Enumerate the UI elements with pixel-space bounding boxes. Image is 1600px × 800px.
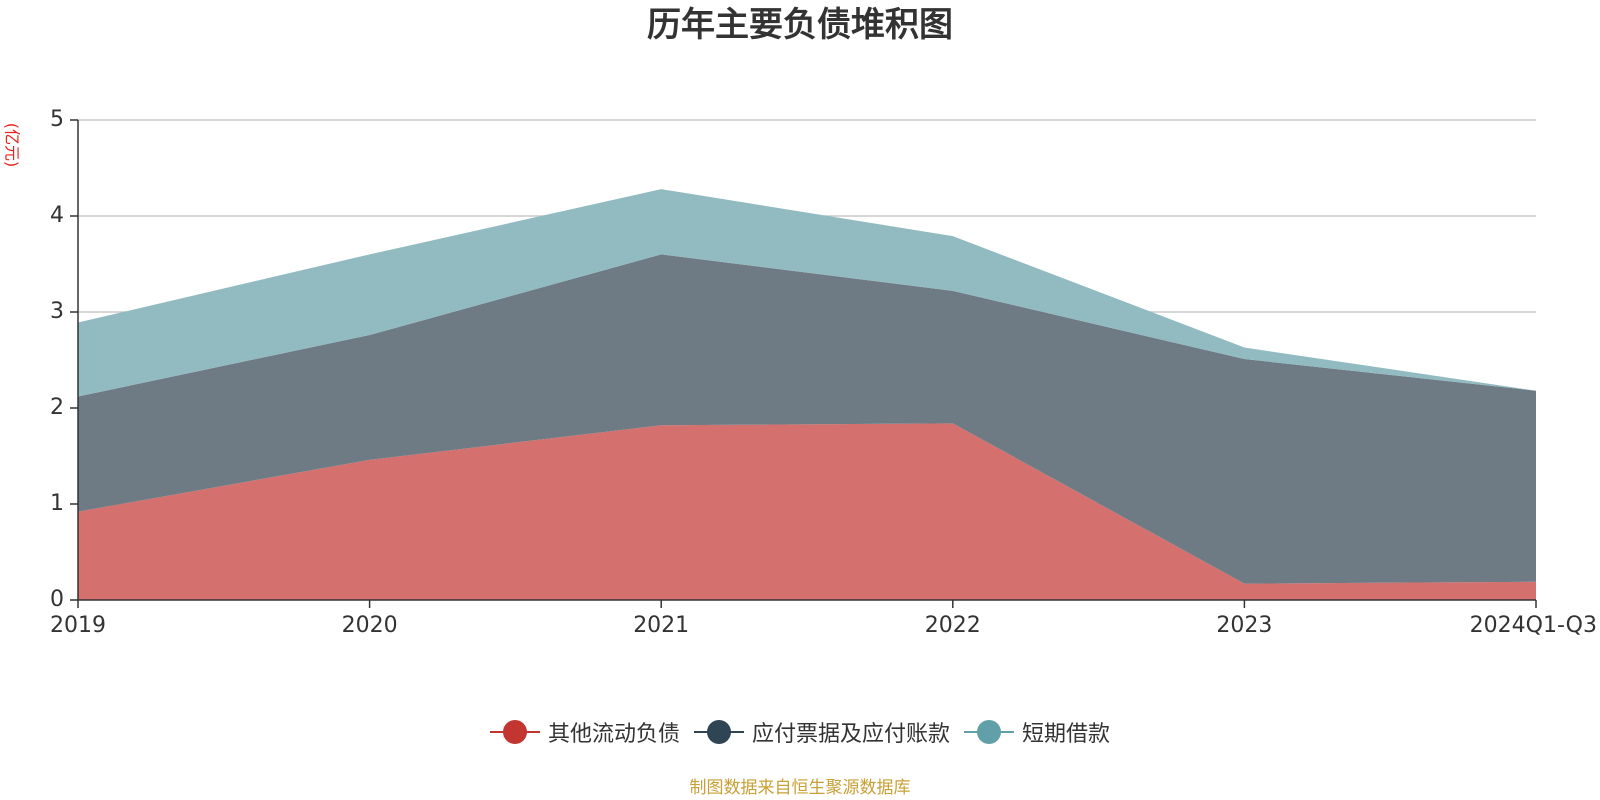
legend-label: 短期借款 (1022, 722, 1111, 747)
y-tick-label: 2 (50, 395, 64, 420)
x-tick-label: 2021 (633, 613, 689, 638)
y-tick-label: 5 (50, 107, 64, 132)
area-series-3 (78, 189, 1536, 397)
x-tick-label: 2020 (342, 613, 398, 638)
legend-label: 其他流动负债 (547, 722, 680, 747)
legend-item-3[interactable]: 短期借款 (964, 716, 1110, 748)
y-tick-label: 1 (50, 491, 64, 516)
legend-marker-icon (489, 720, 540, 744)
legend-marker-icon (693, 720, 744, 744)
y-tick-label: 0 (50, 587, 64, 612)
chart-title: 历年主要负债堆积图 (647, 5, 953, 45)
x-tick-label: 2019 (50, 613, 106, 638)
y-axis-unit-label: (亿元) (3, 123, 22, 168)
x-tick-label: 2022 (925, 613, 981, 638)
y-tick-label: 4 (50, 203, 64, 228)
area-series-2 (78, 254, 1536, 584)
legend: 其他流动负债 应付票据及应付账款 短期借款 (0, 716, 1600, 748)
legend-item-2[interactable]: 应付票据及应付账款 (693, 716, 950, 748)
source-note: 制图数据来自恒生聚源数据库 (689, 778, 911, 798)
y-tick-label: 3 (50, 299, 64, 324)
axes: 0 1 2 3 4 5 2019 2020 2021 2022 2023 2024Q1-Q3 (50, 107, 1597, 638)
x-tick-label: 2023 (1216, 613, 1272, 638)
legend-label: 应付票据及应付账款 (751, 722, 950, 747)
legend-marker-icon (964, 720, 1014, 744)
legend-item-1[interactable]: 其他流动负债 (489, 716, 680, 748)
area-series-1 (78, 423, 1536, 600)
stacked-areas (78, 189, 1536, 600)
x-tick-label: 2024Q1-Q3 (1470, 613, 1597, 638)
